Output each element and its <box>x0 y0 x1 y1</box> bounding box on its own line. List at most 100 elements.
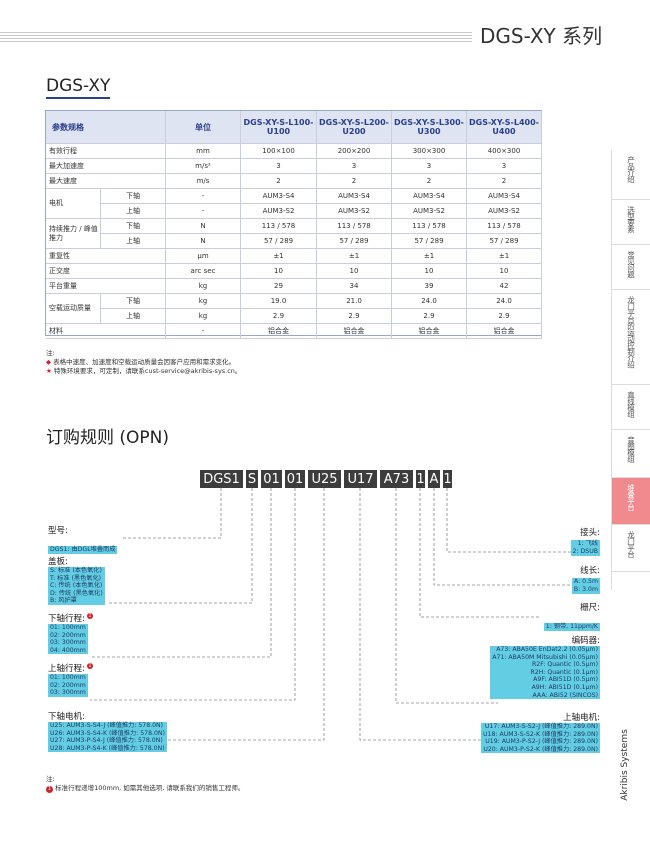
table-cell: 有效行程 <box>46 144 166 159</box>
table-cell: 2 <box>467 174 542 189</box>
opn-code: DGS1 <box>200 470 243 488</box>
nav-tab-label: 常见问题 <box>626 251 636 277</box>
opn-option: U18: AUM3-S-S2-K (峰值推力: 289.0N) <box>483 730 598 738</box>
opn-option: 02: 200mm <box>50 631 86 639</box>
table-cell: 29 <box>241 279 317 294</box>
opn-option: U25: AUM3-S-S4-J (峰值推力: 578.0N) <box>50 722 164 729</box>
table-cell: mm <box>166 144 241 159</box>
table-cell: 上轴 <box>101 204 166 219</box>
table-cell: kg <box>166 294 241 309</box>
nav-tab[interactable]: 龙门平台的运动控制介绍 <box>612 290 650 385</box>
table-cell: ±1 <box>241 249 317 264</box>
table-cell: DGS-XY-S-L100-U100 <box>241 111 317 144</box>
table-cell: 24.0 <box>392 294 467 309</box>
opn-code: U17 <box>344 470 377 488</box>
note: ★ 特殊环境要求，可定制，请联系cust-service@akribis-sys… <box>46 367 242 375</box>
table-cell: N <box>166 219 241 234</box>
table-cell: 39 <box>392 279 467 294</box>
brand: Akribis Systems <box>620 729 630 801</box>
table-cell: 3 <box>241 159 317 174</box>
opn-option: 1: 飞线 <box>577 540 598 548</box>
table-cell: 铝合金 <box>467 324 542 339</box>
table-cell: 电机 <box>46 189 101 219</box>
table-cell: 2.9 <box>392 309 467 324</box>
table-cell: 参数规格 <box>46 111 166 144</box>
table-cell: AUM3-S2 <box>392 204 467 219</box>
opn-label: 下轴行程: 1 <box>48 613 94 624</box>
table-cell: 重复性 <box>46 249 166 264</box>
opn-block: 型号: DGS1: 由DGL堆叠而成 <box>48 524 118 555</box>
nav-tab[interactable]: 堆叠平台 <box>612 478 650 525</box>
note-text: 表格中速度、加速度和空载运动质量会因客户应用和需求变化。 <box>53 358 236 366</box>
table-cell: 113 / 578 <box>467 219 542 234</box>
table-cell: 42 <box>467 279 542 294</box>
nav-tab[interactable]: 龙门平台 <box>612 525 650 572</box>
table-cell: kg <box>166 279 241 294</box>
notes: 注: ◆ 表格中速度、加速度和空载运动质量会因客户应用和需求变化。 ★ 特殊环境… <box>46 349 241 376</box>
table-cell: 113 / 578 <box>392 219 467 234</box>
table-cell: AUM3-S4 <box>467 189 542 204</box>
opn-block: 线长: A: 0.5m B: 3.0m <box>571 564 600 595</box>
opn-options: S: 标准 (本色氧化) T: 标准 (黑色氧化) C: 传统 (本色氧化) D: 传… <box>48 567 105 605</box>
opn-label: 上轴行程: 1 <box>48 663 94 674</box>
opn-options: U25: AUM3-S-S4-J (峰值推力: 578.0N) U26: AUM3… <box>48 722 167 753</box>
nav-tab[interactable]: 产品介绍 <box>612 150 650 200</box>
nav-tab-label: 堆叠平台 <box>626 484 636 510</box>
opn-option: A71: ABA50M Mitsubishi (0.05μm) <box>492 653 598 661</box>
table-cell: AUM3-S2 <box>467 204 542 219</box>
table-cell: 400×300 <box>467 144 542 159</box>
opn-option: 1: 钢带, 11ppm/K <box>545 623 598 630</box>
table-cell: DGS-XY-S-L400-U400 <box>467 111 542 144</box>
opn-option: A: 0.5m <box>573 578 598 586</box>
table-cell: ±1 <box>317 249 392 264</box>
opn-code: 1 <box>443 470 452 488</box>
opn-option: R2F: Quantic (0.5μm) <box>531 661 598 669</box>
table-cell: AUM3-S4 <box>392 189 467 204</box>
opn-label: 下轴电机: <box>48 712 85 722</box>
table-cell: 下轴 <box>101 219 166 234</box>
nav-tab[interactable]: 选型要素 <box>612 200 650 245</box>
table-cell: - <box>166 189 241 204</box>
nav-tab[interactable]: 常见问题 <box>612 245 650 290</box>
table-cell: 21.0 <box>317 294 392 309</box>
table-cell: 57 / 289 <box>317 234 392 249</box>
opn-option: C: 传统 (本色氧化) <box>50 582 103 590</box>
opn-options: DGS1: 由DGL堆叠而成 <box>48 546 118 554</box>
table-cell: 正交度 <box>46 264 166 279</box>
opn-option: 01: 100mm <box>50 624 86 631</box>
table-cell: 持续推力 / 峰值推力 <box>46 219 101 249</box>
opn-code: 01 <box>285 470 305 488</box>
table-cell: 10 <box>467 264 542 279</box>
nav-tab[interactable]: 音圈模组 <box>612 430 650 478</box>
opn-option: 02: 200mm <box>50 681 86 689</box>
opn-block: 下轴行程: 1 01: 100mm 02: 200mm 03: 300mm 04: 400… <box>48 612 94 656</box>
nav-divider <box>611 150 612 590</box>
table-cell: 下轴 <box>101 294 166 309</box>
table-cell: 铝合金 <box>241 324 317 339</box>
table-cell: 2.9 <box>467 309 542 324</box>
footnote-marker: 1 <box>46 786 53 793</box>
table-cell: 10 <box>392 264 467 279</box>
nav-tab-label: 选型要素 <box>626 206 636 232</box>
nav-tab[interactable]: 直线模组 <box>612 385 650 430</box>
table-cell: m/s <box>166 174 241 189</box>
table-cell: kg <box>166 309 241 324</box>
table-cell: 300×300 <box>392 144 467 159</box>
opn-label: 上轴电机: <box>563 713 600 723</box>
note-text: 特殊环境要求，可定制，请联系cust-service@akribis-sys.c… <box>53 367 242 375</box>
note-marker: 1 <box>86 613 94 620</box>
opn-label: 线长: <box>580 566 600 576</box>
section-title: DGS-XY <box>46 76 111 99</box>
table-cell: 2 <box>317 174 392 189</box>
opn-option: A9H: ABI51D (0.1μm) <box>531 683 598 691</box>
table-cell: 下轴 <box>101 189 166 204</box>
opn-option: U27: AUM3-P-S4-J (峰值推力: 578.0N) <box>50 737 163 745</box>
opn-block: 栅尺: 1: 钢带, 11ppm/K <box>543 601 600 632</box>
opn-options: 01: 100mm 02: 200mm 03: 300mm 04: 400mm <box>48 624 88 655</box>
opn-option: S: 标准 (本色氧化) <box>50 567 102 574</box>
table-cell: DGS-XY-S-L200-U200 <box>317 111 392 144</box>
table-cell: AUM3-S2 <box>241 204 317 219</box>
opn-option: 04: 400mm <box>50 646 86 654</box>
